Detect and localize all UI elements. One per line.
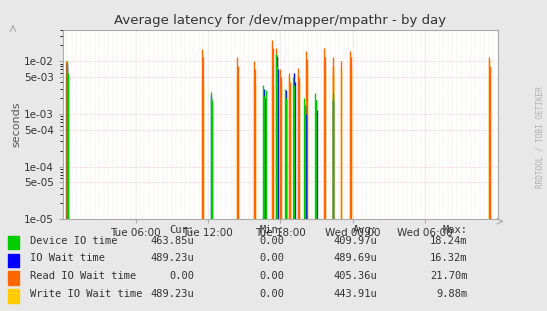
Bar [8, 289, 19, 303]
Text: 16.32m: 16.32m [430, 253, 468, 263]
Text: 489.69u: 489.69u [334, 253, 377, 263]
Text: 463.85u: 463.85u [150, 236, 194, 246]
Text: 443.91u: 443.91u [334, 289, 377, 299]
Text: 21.70m: 21.70m [430, 271, 468, 281]
Text: Min:: Min: [259, 225, 284, 235]
Title: Average latency for /dev/mapper/mpathr - by day: Average latency for /dev/mapper/mpathr -… [114, 14, 446, 27]
Text: 18.24m: 18.24m [430, 236, 468, 246]
Text: 9.88m: 9.88m [437, 289, 468, 299]
Bar [8, 271, 19, 285]
Bar [8, 236, 19, 249]
Text: 0.00: 0.00 [169, 271, 194, 281]
Text: 0.00: 0.00 [259, 289, 284, 299]
Text: Write IO Wait time: Write IO Wait time [30, 289, 143, 299]
Text: 0.00: 0.00 [259, 236, 284, 246]
Text: 0.00: 0.00 [259, 253, 284, 263]
Text: 405.36u: 405.36u [334, 271, 377, 281]
Text: 0.00: 0.00 [259, 271, 284, 281]
Y-axis label: seconds: seconds [11, 102, 21, 147]
Text: 409.97u: 409.97u [334, 236, 377, 246]
Text: Read IO Wait time: Read IO Wait time [30, 271, 136, 281]
Text: Cur:: Cur: [169, 225, 194, 235]
Text: Device IO time: Device IO time [30, 236, 118, 246]
Text: IO Wait time: IO Wait time [30, 253, 105, 263]
Text: 489.23u: 489.23u [150, 253, 194, 263]
Text: Avg:: Avg: [352, 225, 377, 235]
Text: RRDTOOL / TOBI OETIKER: RRDTOOL / TOBI OETIKER [536, 86, 544, 188]
Text: 489.23u: 489.23u [150, 289, 194, 299]
Text: Max:: Max: [443, 225, 468, 235]
Bar [8, 253, 19, 267]
